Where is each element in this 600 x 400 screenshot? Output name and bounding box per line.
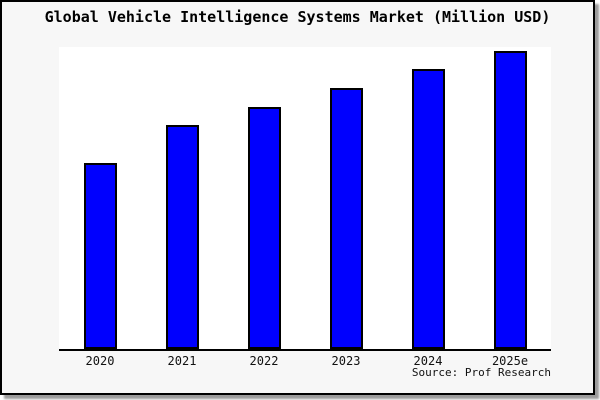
bar-slot-2020 xyxy=(59,47,141,349)
x-axis-tick-labels: 2020 2021 2022 2023 2024 2025e xyxy=(59,354,551,368)
x-tick-label-2020: 2020 xyxy=(85,354,115,368)
x-tick-label-2021: 2021 xyxy=(167,354,197,368)
bar-2024 xyxy=(411,69,445,349)
bar-slot-2025e xyxy=(469,47,551,349)
bar-2020 xyxy=(83,162,117,349)
x-tick-label-2022: 2022 xyxy=(249,354,279,368)
bar-2022 xyxy=(247,106,281,349)
bar-2021 xyxy=(165,125,199,349)
bar-2023 xyxy=(329,88,363,349)
source-credit: Source: Prof Research xyxy=(411,366,551,379)
chart-title: Global Vehicle Intelligence Systems Mark… xyxy=(44,8,551,26)
bars-container xyxy=(59,47,551,349)
plot-area xyxy=(59,47,551,351)
bar-slot-2021 xyxy=(141,47,223,349)
bar-2025e xyxy=(493,50,527,349)
bar-slot-2024 xyxy=(387,47,469,349)
x-tick-label-2025e: 2025e xyxy=(491,354,529,368)
bar-slot-2022 xyxy=(223,47,305,349)
x-tick-label-2024: 2024 xyxy=(413,354,443,368)
chart-figure: Global Vehicle Intelligence Systems Mark… xyxy=(0,0,595,395)
bar-slot-2023 xyxy=(305,47,387,349)
x-tick-label-2023: 2023 xyxy=(331,354,361,368)
